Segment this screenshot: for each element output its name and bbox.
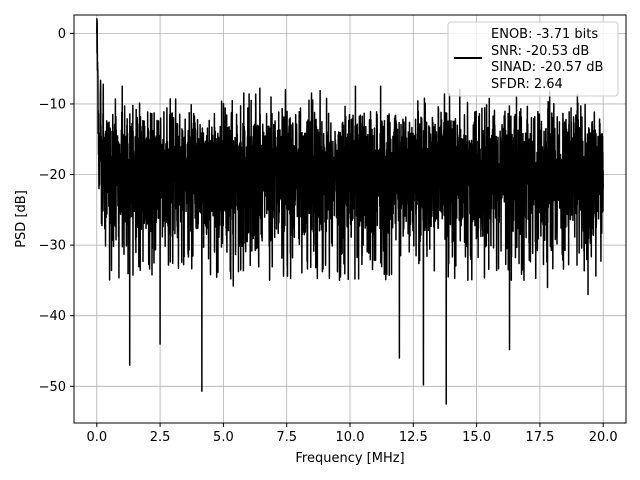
x-tick-label: 7.5 xyxy=(276,430,297,445)
x-tick-label: 15.0 xyxy=(462,430,491,445)
legend-box xyxy=(447,21,619,97)
x-tick-label: 20.0 xyxy=(589,430,618,445)
psd-series xyxy=(96,17,604,405)
legend: ENOB: -3.71 bits SNR: -20.53 dB SINAD: -… xyxy=(447,21,619,97)
legend-entry-snr: SNR: -20.53 dB xyxy=(491,44,589,59)
y-tick-label: −40 xyxy=(39,309,66,324)
y-tick-label: −10 xyxy=(39,97,66,112)
legend-entry-sinad: SINAD: -20.57 dB xyxy=(491,60,603,75)
x-axis: 0.0 2.5 5.0 7.5 10.0 12.5 15.0 17.5 20.0 xyxy=(86,423,618,445)
y-tick-label: −50 xyxy=(39,380,66,395)
legend-entry-sfdr: SFDR: 2.64 xyxy=(491,77,563,92)
y-tick-label: −30 xyxy=(39,239,66,254)
x-tick-label: 5.0 xyxy=(213,430,234,445)
y-axis-label: PSD [dB] xyxy=(14,190,29,248)
legend-entry-enob: ENOB: -3.71 bits xyxy=(491,27,598,42)
y-tick-label: 0 xyxy=(58,27,66,42)
x-tick-label: 2.5 xyxy=(150,430,171,445)
y-tick-label: −20 xyxy=(39,168,66,183)
psd-line xyxy=(96,17,604,405)
x-tick-label: 10.0 xyxy=(336,430,365,445)
x-axis-label: Frequency [MHz] xyxy=(295,451,404,466)
x-tick-label: 17.5 xyxy=(525,430,554,445)
y-axis: 0 −10 −20 −30 −40 −50 xyxy=(39,27,74,395)
x-tick-label: 0.0 xyxy=(86,430,107,445)
x-tick-label: 12.5 xyxy=(399,430,428,445)
